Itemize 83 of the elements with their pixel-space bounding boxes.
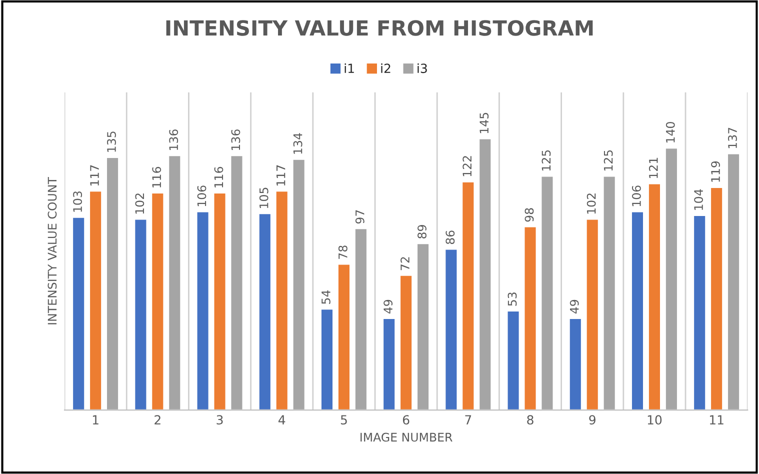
data-label: 134 (293, 133, 302, 154)
bar (710, 186, 724, 410)
data-label: 97 (355, 210, 364, 224)
bar (88, 190, 102, 410)
bar (168, 154, 182, 410)
legend-label: i1 (344, 63, 354, 73)
bar (726, 152, 740, 410)
data-label: 89 (418, 225, 426, 238)
x-tick-label: 7 (465, 415, 472, 424)
data-label: 102 (135, 194, 144, 214)
x-tick-label: 5 (340, 415, 347, 425)
data-label: 104 (694, 189, 704, 210)
data-label: 54 (322, 290, 330, 304)
x-axis-title: IMAGE NUMBER (360, 432, 452, 442)
x-tick-label: 3 (216, 415, 223, 425)
bar (258, 212, 272, 410)
bar (106, 156, 120, 410)
y-axis-title: INTENSITY VALUE COUNT (48, 176, 57, 324)
bar (664, 147, 678, 410)
legend-label: i3 (418, 63, 427, 74)
bar (337, 263, 351, 410)
data-label: 136 (169, 129, 178, 150)
data-label: 137 (728, 128, 737, 148)
data-label: 106 (632, 186, 641, 206)
bar (461, 180, 476, 410)
data-label: 122 (462, 156, 472, 176)
bar (320, 308, 334, 410)
data-label: 49 (384, 300, 393, 314)
bar (523, 226, 538, 410)
bar (399, 274, 413, 410)
x-tick-label: 10 (648, 415, 662, 425)
legend-label: i2 (381, 63, 390, 73)
bar (648, 182, 662, 410)
bar (196, 210, 210, 410)
bar (274, 190, 289, 410)
bar (416, 242, 430, 410)
data-label: 145 (480, 112, 489, 134)
data-label: 86 (446, 230, 455, 244)
data-label: 125 (604, 150, 613, 171)
bar (506, 310, 520, 410)
bar (540, 175, 554, 410)
bar (602, 175, 616, 410)
data-label: 102 (586, 194, 596, 214)
data-label: 116 (214, 166, 224, 188)
data-label: 72 (400, 257, 410, 270)
x-tick-label: 1 (92, 415, 98, 424)
data-label: 103 (73, 191, 82, 212)
data-label: 78 (338, 246, 348, 259)
x-tick-label: 4 (278, 415, 286, 424)
data-label: 117 (90, 165, 99, 186)
data-label: 49 (570, 300, 579, 314)
bar (212, 192, 227, 410)
data-label: 125 (542, 150, 551, 171)
bar (150, 192, 165, 410)
data-label: 98 (524, 208, 534, 222)
data-label: 140 (666, 122, 675, 142)
bar (585, 218, 600, 410)
bar (568, 318, 582, 410)
x-tick-label: 9 (589, 415, 596, 425)
data-label: 119 (711, 161, 720, 182)
bar (72, 216, 86, 410)
bar (230, 154, 244, 410)
data-label: 135 (107, 132, 116, 152)
bar (292, 158, 306, 410)
data-label: 53 (508, 292, 517, 306)
x-tick-label: 6 (402, 415, 410, 425)
bar (354, 228, 368, 410)
data-label: 105 (259, 188, 268, 208)
data-label: 106 (197, 186, 206, 206)
bar (692, 214, 706, 410)
data-label: 116 (152, 166, 162, 188)
x-tick-label: 8 (527, 415, 534, 425)
bar (444, 248, 458, 410)
bar (478, 138, 492, 410)
data-label: 136 (231, 129, 240, 150)
chart-title: INTENSITY VALUE FROM HISTOGRAM (166, 20, 593, 36)
bar (134, 218, 148, 410)
data-label: 117 (276, 165, 286, 186)
data-label: 121 (648, 158, 658, 178)
x-tick-label: 11 (710, 415, 724, 424)
x-tick-label: 2 (154, 415, 160, 424)
bar (630, 210, 644, 410)
bar (382, 318, 396, 410)
